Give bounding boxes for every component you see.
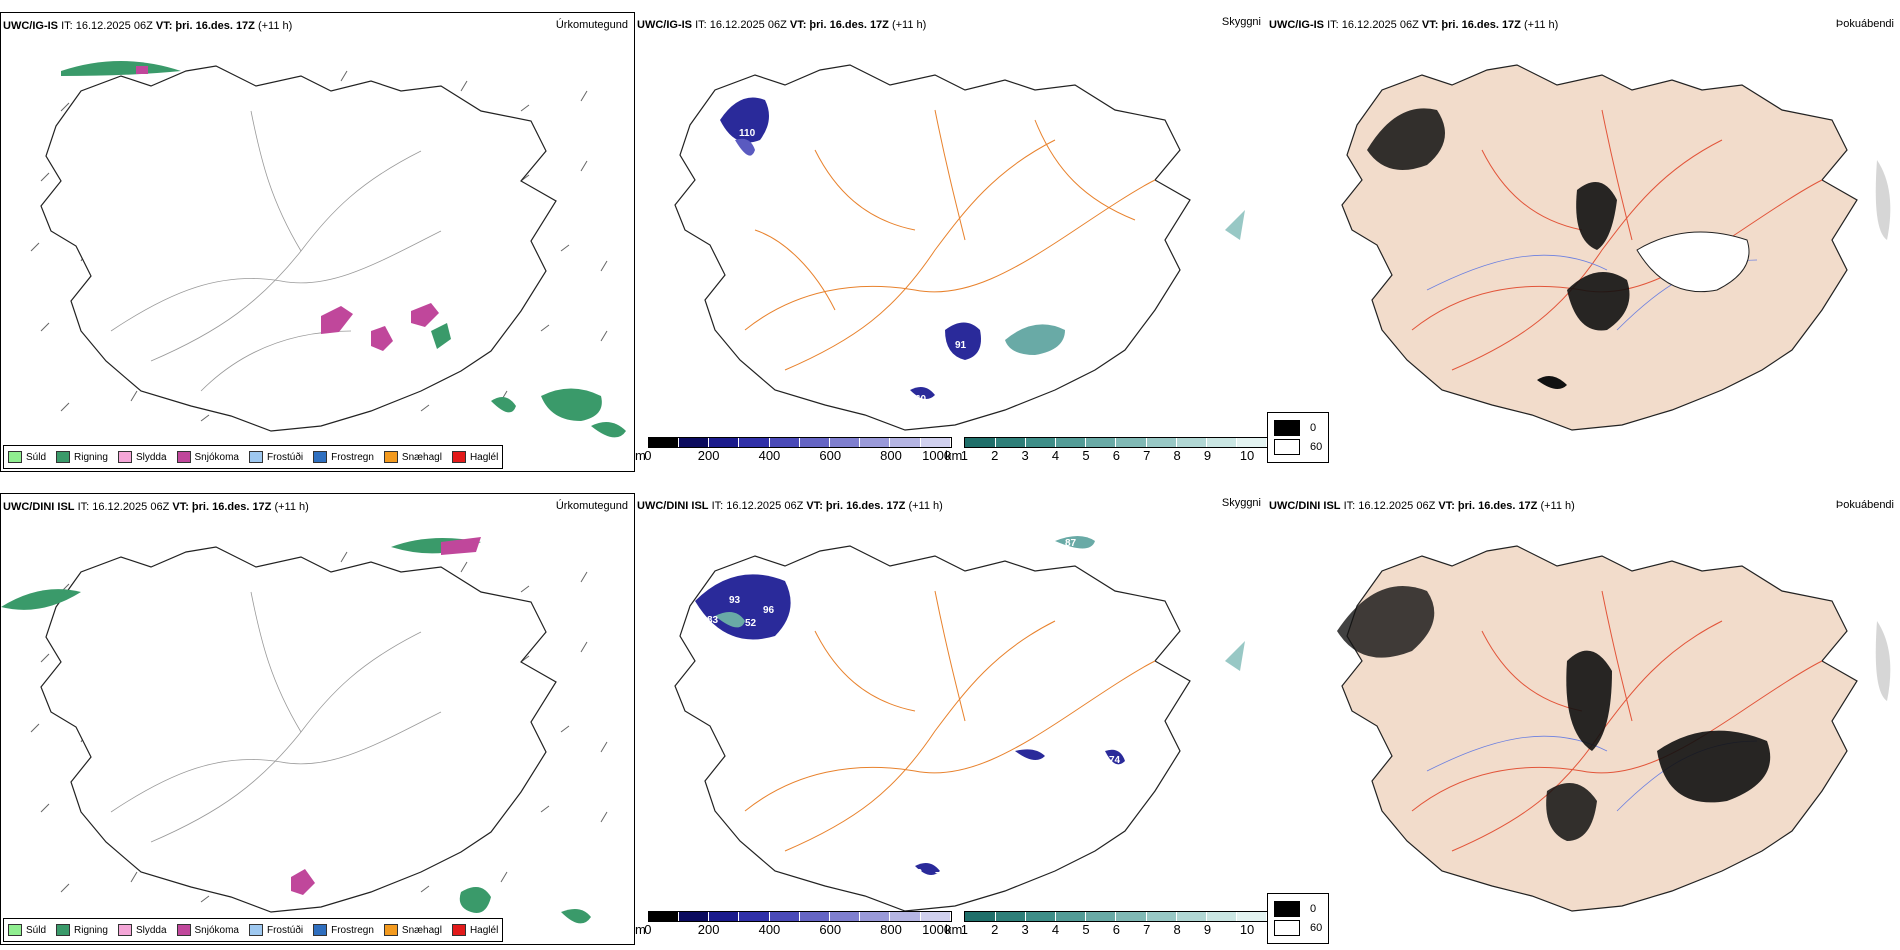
- legend-item-haglel: Haglél: [451, 924, 498, 936]
- panel-title-visibility: Skyggni: [1221, 497, 1261, 509]
- colorbar-cloud-height: m 0 200 400 600 800 1000: [635, 911, 952, 937]
- cloud-base-label: 110: [739, 128, 756, 139]
- precip-type-legend: Súld Rigning Slydda Snjókoma Frostúði Fr…: [3, 918, 504, 942]
- colorbar-cells: [964, 437, 1267, 448]
- visibility-panel-row2: UWC/DINI ISL IT: 16.12.2025 06Z VT: þri.…: [635, 493, 1267, 945]
- iceland-precip-map: [30, 61, 626, 438]
- cloud-base-label: 96: [763, 605, 775, 616]
- cloud-base-label: 74: [1109, 755, 1121, 766]
- visibility-panel-row1: UWC/IG-IS IT: 16.12.2025 06Z VT: þri. 16…: [635, 12, 1267, 472]
- panel-header: UWC/DINI ISL IT: 16.12.2025 06Z VT: þri.…: [637, 500, 943, 512]
- panel-title-precip: Úrkomutegund: [555, 19, 628, 31]
- colorbar-cells: [647, 437, 952, 448]
- legend-item-frostregn: Frostregn: [313, 451, 374, 463]
- legend-item-frostudi: Frostúði: [248, 924, 303, 936]
- panel-title-visibility: Skyggni: [1221, 16, 1261, 28]
- legend-item-snjokoma: Snjókoma: [176, 924, 239, 936]
- legend-item-sudl: Súld: [8, 451, 46, 463]
- iceland-visibility-map: 110 91 89 60 103: [674, 64, 1245, 431]
- legend-item-frostregn: Frostregn: [313, 924, 374, 936]
- precip-type-panel-row2: UWC/DINI ISL IT: 16.12.2025 06Z VT: þri.…: [0, 493, 635, 945]
- legend-item-slydda: Slydda: [117, 924, 167, 936]
- legend-item-frostudi: Frostúði: [248, 451, 303, 463]
- panel-title-fog: Þokuábendi: [1835, 499, 1894, 511]
- panel-header: UWC/DINI ISL IT: 16.12.2025 06Z VT: þri.…: [3, 501, 309, 513]
- fog-legend: 0 60: [1267, 412, 1330, 463]
- panel-title-precip: Úrkomutegund: [555, 500, 628, 512]
- cloud-base-label: 87: [1065, 538, 1077, 549]
- precip-type-panel-row1: UWC/IG-IS IT: 16.12.2025 06Z VT: þri. 16…: [0, 12, 635, 472]
- cloud-base-label: 91: [955, 340, 967, 351]
- panel-header: UWC/IG-IS IT: 16.12.2025 06Z VT: þri. 16…: [637, 19, 927, 31]
- colorbar-cells: [964, 911, 1267, 922]
- legend-item-snjokoma: Snjókoma: [176, 451, 239, 463]
- panel-header: UWC/IG-IS IT: 16.12.2025 06Z VT: þri. 16…: [3, 20, 293, 32]
- colorbar-visibility: km 1 2 3 4 5 6 7 8 9 10: [945, 911, 1267, 937]
- cloud-base-label: 89: [972, 364, 984, 375]
- fog-legend: 0 60: [1267, 893, 1330, 944]
- cloud-base-label: 83: [707, 615, 719, 626]
- legend-item-haglel: Haglél: [451, 451, 498, 463]
- panel-title-fog: Þokuábendi: [1835, 18, 1894, 30]
- legend-item-slydda: Slydda: [117, 451, 167, 463]
- cloud-base-label: 83: [911, 868, 923, 879]
- iceland-fog-map: [1337, 545, 1891, 912]
- legend-item-rigning: Rigning: [56, 924, 108, 936]
- legend-item-snaehagl: Snæhagl: [383, 451, 442, 463]
- panel-header: UWC/DINI ISL IT: 16.12.2025 06Z VT: þri.…: [1269, 500, 1575, 512]
- legend-item-sudl: Súld: [8, 924, 46, 936]
- fog-index-panel-row2: UWC/DINI ISL IT: 16.12.2025 06Z VT: þri.…: [1267, 493, 1900, 945]
- colorbar-visibility: km 1 2 3 4 5 6 7 8 9 10: [945, 437, 1267, 463]
- panel-header: UWC/IG-IS IT: 16.12.2025 06Z VT: þri. 16…: [1269, 19, 1559, 31]
- cloud-base-label: 52: [745, 618, 757, 629]
- cloud-base-label: 60: [915, 394, 927, 405]
- iceland-fog-map: [1341, 64, 1891, 431]
- cloud-base-label: 73: [935, 871, 947, 882]
- cloud-base-label: 103: [1053, 347, 1070, 358]
- precip-type-legend: Súld Rigning Slydda Snjókoma Frostúði Fr…: [3, 445, 504, 469]
- iceland-visibility-map: 93 96 83 52 87 74 83 73: [674, 536, 1245, 912]
- cloud-base-label: 93: [729, 595, 741, 606]
- legend-item-rigning: Rigning: [56, 451, 108, 463]
- fog-index-panel-row1: UWC/IG-IS IT: 16.12.2025 06Z VT: þri. 16…: [1267, 12, 1900, 472]
- colorbar-cells: [647, 911, 952, 922]
- legend-item-snaehagl: Snæhagl: [383, 924, 442, 936]
- iceland-precip-map: [1, 537, 608, 924]
- colorbar-cloud-height: m 0 200 400 600 800 1000: [635, 437, 952, 463]
